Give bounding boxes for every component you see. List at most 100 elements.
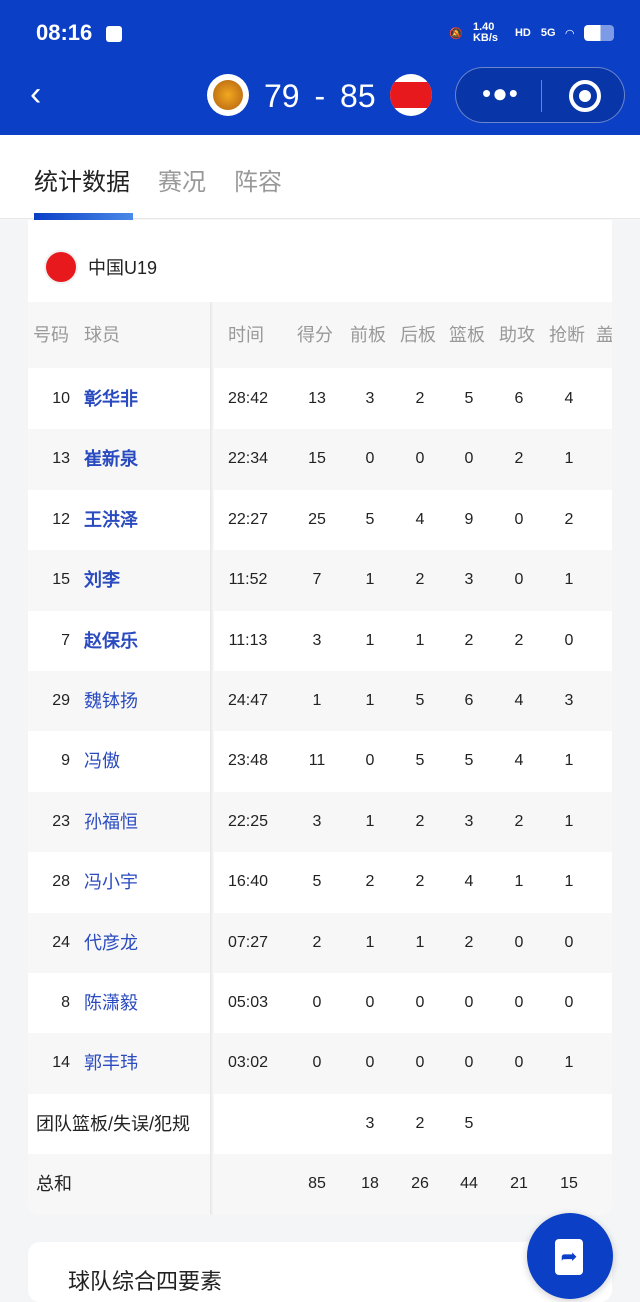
player-row: 9 冯傲 23:48 11 0 5 5 4 1	[28, 731, 612, 791]
stat-cell: 11	[308, 752, 326, 770]
player-name-link[interactable]: 崔新泉	[84, 449, 138, 470]
player-row: 12 王洪泽 22:27 25 5 4 9 0 2	[28, 490, 612, 550]
more-icon[interactable]: •●•	[482, 78, 519, 108]
stat-cell: 22:27	[227, 510, 269, 528]
four-factors-card: 球队综合四要素	[28, 1242, 612, 1302]
col-number: 号码	[33, 325, 69, 345]
stat-cell: 0	[464, 450, 474, 468]
back-button[interactable]: ‹	[30, 75, 42, 113]
stat-cell: 5	[464, 752, 474, 770]
player-number: 10	[52, 390, 70, 407]
tab-live[interactable]: 赛况	[158, 169, 206, 196]
close-target-icon[interactable]	[569, 80, 601, 112]
stat-cell: 3	[564, 692, 574, 709]
notification-icon	[106, 26, 122, 42]
col-2: 时间	[228, 325, 264, 345]
stat-cell: 22:25	[227, 812, 269, 830]
stat-cell: 5	[312, 873, 322, 891]
player-number: 12	[52, 510, 70, 528]
player-name-link[interactable]: 魏钵扬	[84, 691, 138, 711]
col-player: 球员	[84, 325, 120, 345]
stat-cell: 2	[365, 873, 375, 891]
stat-cell: 0	[415, 1054, 425, 1072]
score: 79 - 85	[264, 78, 376, 114]
stat-cell: 0	[365, 1054, 375, 1072]
miniprogram-capsule: •●•	[455, 67, 625, 123]
wifi-icon: ◠	[565, 27, 574, 40]
share-button[interactable]: ➦	[527, 1213, 613, 1299]
stat-cell: 11:13	[228, 631, 268, 649]
player-name-link[interactable]: 冯傲	[84, 751, 120, 772]
stat-cell: 1	[564, 752, 574, 770]
stat-cell: 3	[464, 571, 474, 589]
stat-cell: 5	[415, 752, 425, 770]
stat-cell: 2	[464, 631, 474, 649]
player-name-link[interactable]: 郭丰玮	[84, 1053, 138, 1074]
team-row-label: 团队篮板/失误/犯规	[36, 1113, 191, 1134]
player-number: 29	[52, 692, 70, 709]
total-row-label: 总和	[36, 1174, 72, 1195]
player-name-link[interactable]: 冯小宇	[84, 872, 138, 893]
battery-icon	[584, 25, 614, 41]
col-7: 助攻	[499, 325, 535, 345]
home-team-logo	[207, 74, 249, 116]
stat-cell: 1	[564, 812, 574, 830]
stat-cell: 0	[464, 994, 474, 1011]
player-row: 10 彰华非 28:42 13 3 2 5 6 4	[28, 369, 612, 429]
stat-cell: 0	[514, 571, 524, 589]
tab-stats[interactable]: 统计数据	[34, 169, 130, 196]
stat-cell: 5	[415, 692, 425, 709]
stat-cell: 0	[514, 510, 524, 528]
player-name-link[interactable]: 王洪泽	[84, 509, 138, 530]
player-number: 8	[61, 994, 70, 1011]
col-8: 抢断	[549, 325, 585, 345]
stat-cell: 07:27	[227, 933, 269, 951]
player-name-link[interactable]: 陈潇毅	[84, 993, 138, 1013]
team-name: 中国U19	[88, 258, 158, 278]
player-row: 13 崔新泉 22:34 15 0 0 0 2 1	[28, 429, 612, 490]
stat-cell: 0	[514, 1054, 524, 1072]
stat-cell: 1	[564, 1054, 574, 1072]
stat-cell: 26	[411, 1175, 429, 1193]
stat-cell: 2	[415, 390, 425, 407]
signal-icon: 5G	[540, 27, 556, 39]
stat-cell: 0	[514, 994, 524, 1011]
stat-cell: 1	[365, 933, 375, 951]
player-name-link[interactable]: 孙福恒	[84, 811, 138, 832]
stat-cell: 0	[564, 631, 574, 649]
player-number: 7	[61, 631, 70, 649]
player-number: 28	[52, 873, 70, 891]
stat-cell: 2	[514, 631, 524, 649]
stat-cell: 15	[308, 450, 326, 468]
stat-cell: 5	[464, 1114, 474, 1132]
stat-cell: 4	[464, 873, 474, 891]
stat-cell: 1	[564, 450, 574, 468]
tab-lineup[interactable]: 阵容	[234, 169, 282, 196]
stat-cell: 44	[460, 1175, 478, 1193]
stat-cell: 7	[312, 571, 322, 589]
stat-cell: 13	[308, 390, 326, 407]
stat-cell: 1	[564, 873, 574, 891]
stat-cell: 3	[365, 390, 375, 407]
stat-cell: 24:47	[227, 692, 269, 709]
stat-cell: 2	[415, 1114, 425, 1132]
player-name-link[interactable]: 刘李	[84, 570, 120, 591]
section-title: 球队综合四要素	[68, 1269, 223, 1294]
stat-cell: 1	[415, 631, 425, 649]
stat-cell: 1	[365, 692, 375, 709]
player-number: 23	[52, 812, 70, 830]
stat-cell: 3	[365, 1114, 375, 1132]
stat-cell: 2	[415, 571, 425, 589]
player-row: 23 孙福恒 22:25 3 1 2 3 2 1	[28, 791, 612, 853]
stat-cell: 3	[312, 631, 322, 649]
stat-cell: 2	[415, 873, 425, 891]
player-name-link[interactable]: 赵保乐	[84, 630, 138, 651]
stat-cell: 1	[514, 873, 524, 891]
stat-cell: 2	[514, 812, 524, 830]
player-name-link[interactable]: 代彦龙	[84, 932, 138, 953]
stat-cell: 16:40	[227, 873, 269, 891]
player-name-link[interactable]: 彰华非	[84, 389, 138, 409]
team-row: 团队篮板/失误/犯规 3 2 5	[28, 1094, 612, 1154]
stat-cell: 4	[415, 510, 425, 528]
status-time: 08:16	[36, 20, 93, 45]
